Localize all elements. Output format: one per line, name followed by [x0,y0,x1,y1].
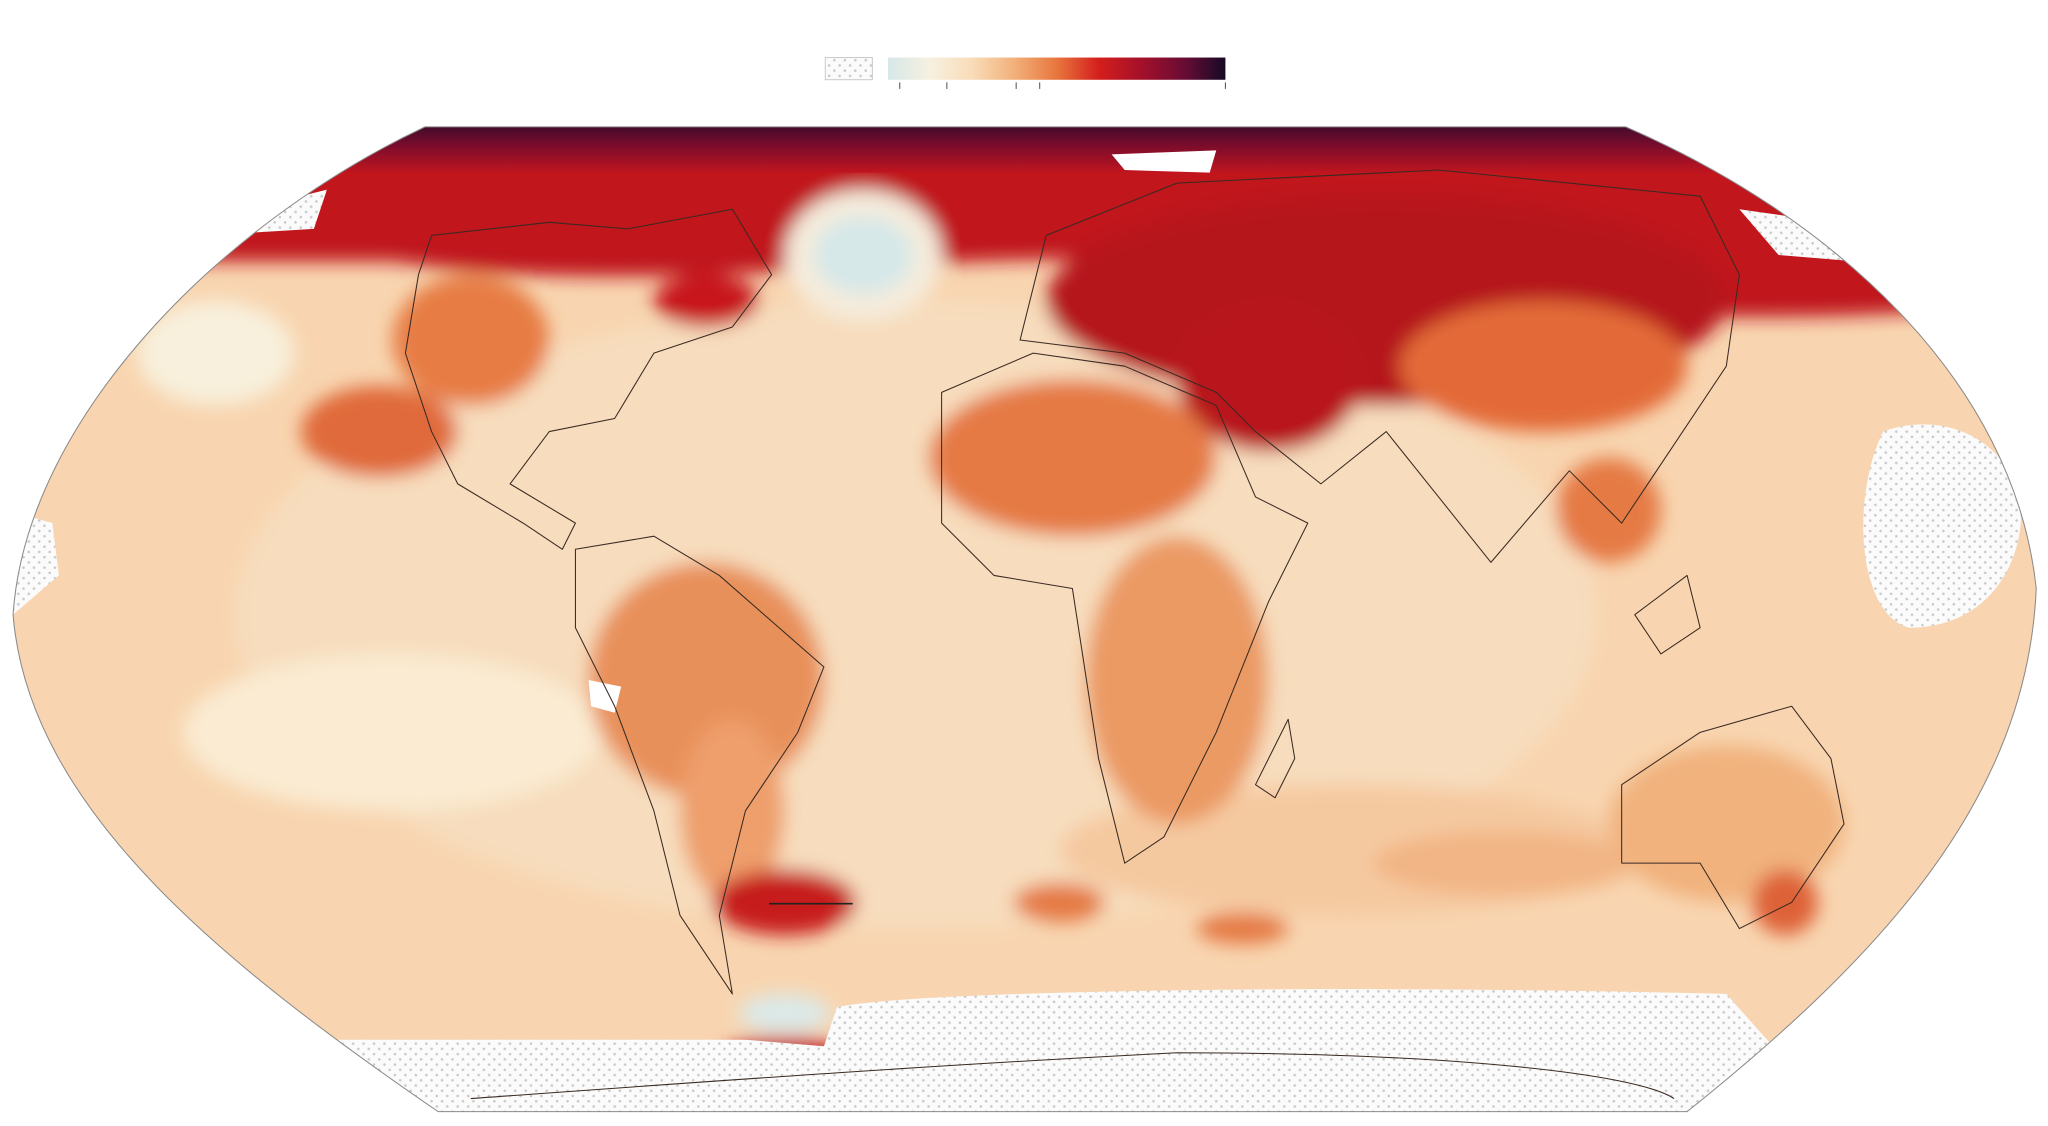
no-data-arctic [222,189,327,233]
blob [653,274,759,327]
coastlines [404,169,1845,1100]
arctic-band [13,126,2037,173]
blob [813,215,913,295]
blob [235,300,1596,929]
blob [588,562,824,798]
australia [1621,705,1845,930]
africa [941,352,1309,864]
blob [712,869,857,936]
antarctica [470,1052,1675,1100]
eurasia [1019,169,1740,563]
temperature-field [13,126,2037,1112]
blob [300,385,458,478]
blob [183,653,602,811]
legend-color-bar [887,57,1226,80]
blob [1177,307,1361,452]
blob [928,379,1217,537]
no-data-arctic [1111,150,1217,173]
borneo [1634,574,1701,655]
legend-no-data [824,57,873,81]
blob [1752,869,1818,936]
south-america [574,535,825,995]
blob [392,274,550,406]
blob [137,300,295,406]
north-america [404,208,773,550]
blob [738,993,831,1034]
blob [1085,536,1269,824]
blob [1608,745,1844,903]
blob [1373,830,1635,896]
no-data-antarctica [261,989,1831,1112]
blob [680,719,785,903]
blob [1399,300,1688,432]
no-data-andes [588,680,622,713]
blob [1196,912,1289,945]
legend-ticks [899,82,1226,89]
anomaly-blobs [13,126,2037,1069]
map-body [12,126,2037,1113]
madagascar [1254,718,1296,799]
no-data-pacific [1863,424,2022,628]
legend [824,57,1226,89]
blob [1013,882,1106,922]
map-outline [12,126,2037,1113]
